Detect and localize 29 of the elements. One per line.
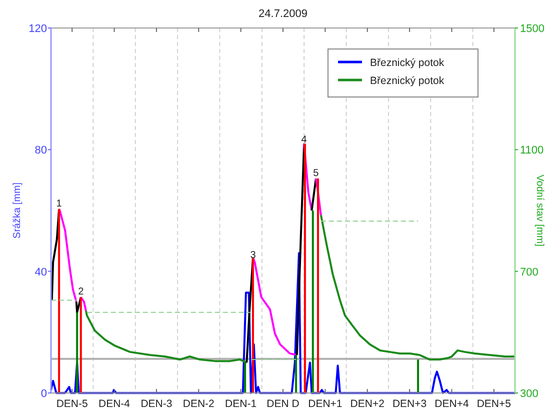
legend-label: Březnický potok: [370, 57, 445, 69]
y-tick-label: 80: [34, 144, 47, 157]
y-tick-label: 120: [28, 23, 47, 35]
y-tick-label: 0: [40, 388, 47, 400]
x-tick-label: DEN+2: [350, 398, 385, 410]
y2-axis-title: Vodní stav [mm]: [534, 174, 545, 247]
x-tick-label: DEN+3: [392, 398, 427, 410]
annotation: 1: [56, 198, 62, 210]
y2-tick-label: 1500: [520, 23, 544, 35]
y2-tick-label: 1100: [520, 144, 544, 157]
x-tick-label: DEN+1: [308, 398, 342, 410]
x-tick-label: DEN D: [266, 398, 300, 410]
chart-title: 24.7.2009: [258, 8, 308, 20]
x-tick-label: DEN-5: [56, 398, 88, 410]
y2-tick-label: 700: [520, 266, 538, 278]
x-tick-label: DEN-2: [182, 398, 215, 410]
annotation: 2: [78, 286, 84, 298]
y-axis-title: Srážka [mm]: [12, 182, 23, 239]
x-tick-label: DEN-3: [140, 398, 172, 410]
legend-label: Březnický potok: [370, 75, 445, 87]
x-tick-label: DEN-4: [98, 398, 130, 410]
x-tick-label: DEN+4: [434, 398, 469, 410]
annotation: 3: [250, 250, 256, 262]
y-tick-label: 40: [34, 266, 47, 278]
annotation: 5: [313, 168, 320, 180]
y2-tick-label: 300: [520, 388, 538, 400]
x-tick-label: DEN-1: [225, 398, 257, 410]
x-tick-label: DEN+5: [476, 398, 512, 410]
annotation: 4: [301, 134, 308, 146]
